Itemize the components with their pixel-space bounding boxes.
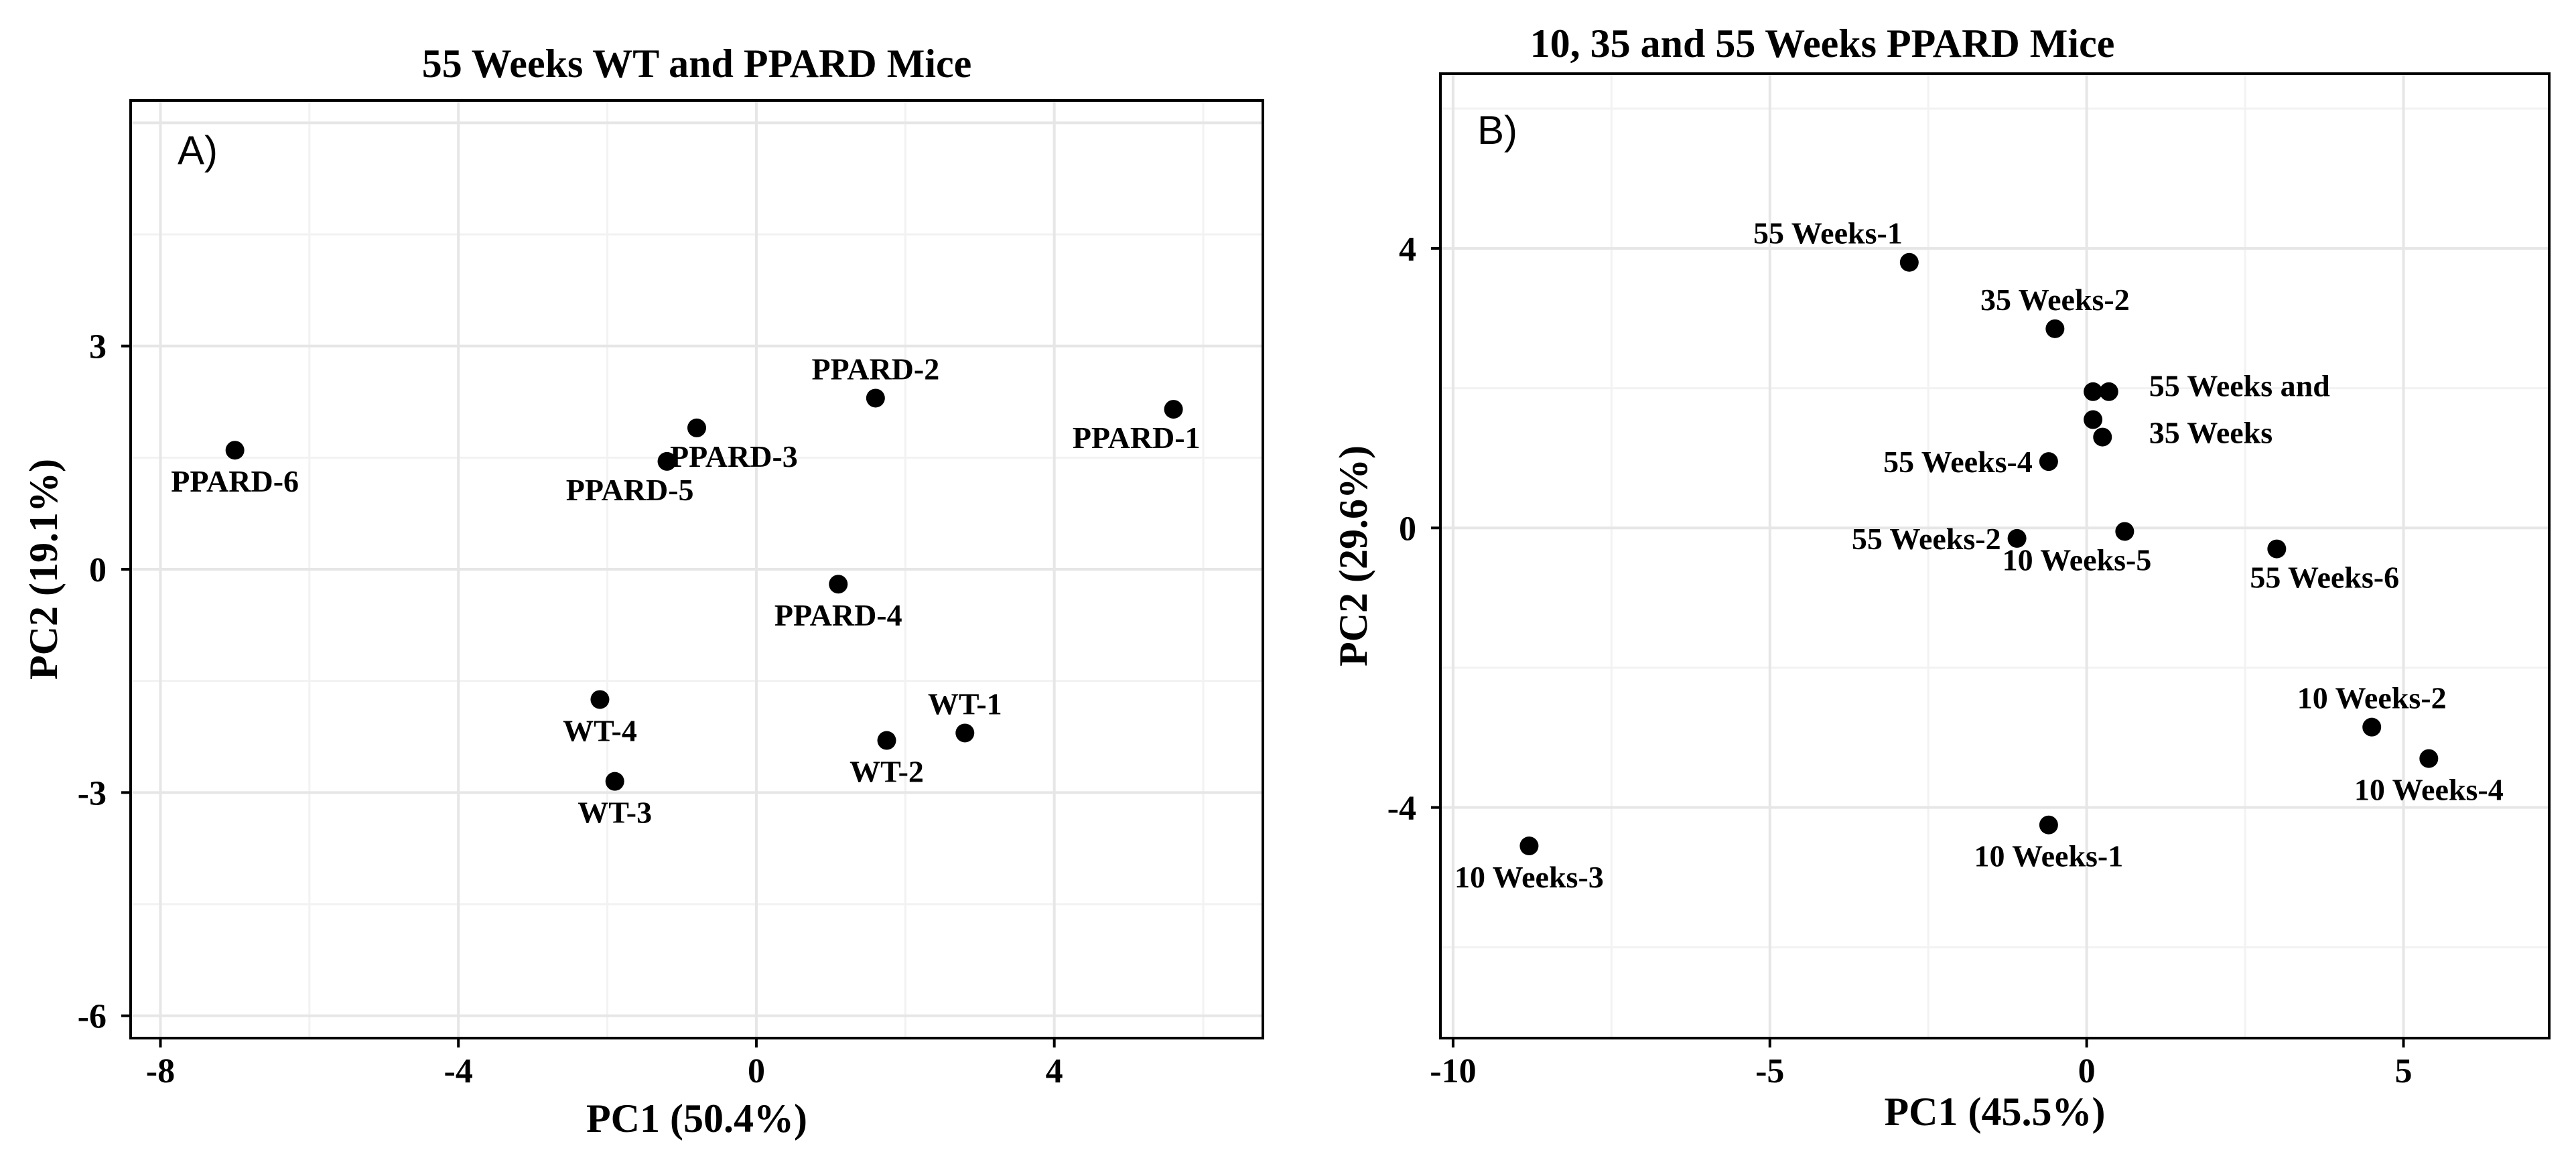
plot-background	[1440, 74, 2549, 1038]
point-label: 10 Weeks-2	[2297, 681, 2447, 715]
point-label: WT-3	[578, 796, 652, 830]
data-point	[1519, 837, 1539, 856]
y-tick-label: -4	[1387, 790, 1416, 828]
x-tick-label: -10	[1430, 1052, 1476, 1090]
point-label: 55 Weeks-2	[1852, 522, 2001, 556]
data-point	[2362, 717, 2382, 737]
point-label: 55 Weeks-1	[1753, 216, 1903, 250]
y-tick-label: 0	[1399, 510, 1416, 548]
point-label: WT-2	[850, 755, 924, 789]
plot-frame	[1439, 72, 2551, 1039]
panel-b: -10 -5 0 5 -4 0 4 10, 35 and 55 Weeks PPARD Mic…	[1331, 21, 2551, 1134]
data-point	[829, 575, 848, 594]
y-axis-title: PC2 (29.6%)	[1331, 445, 1375, 666]
point-label: 10 Weeks-5	[2003, 542, 2152, 577]
data-point	[2084, 410, 2103, 429]
y-tick-label: -6	[78, 998, 107, 1036]
data-point	[1899, 252, 1919, 272]
data-point	[2115, 522, 2134, 541]
data-point	[2007, 528, 2027, 548]
point-label: WT-1	[928, 686, 1002, 721]
point-label: 10 Weeks-1	[1974, 839, 2123, 873]
data-point	[2093, 427, 2112, 447]
data-point	[2084, 382, 2103, 401]
point-label: PPARD-4	[774, 598, 902, 632]
data-point	[877, 731, 896, 750]
data-point	[2039, 815, 2058, 835]
point-label: 10 Weeks-4	[2354, 773, 2504, 807]
data-point	[687, 418, 706, 437]
x-tick-label: 0	[748, 1052, 765, 1090]
data-point	[2039, 452, 2058, 472]
y-tick-label: 4	[1399, 230, 1416, 269]
x-tick-label: -5	[1755, 1052, 1784, 1090]
panel-tag: A)	[178, 128, 218, 173]
panel-tag: B)	[1477, 108, 1517, 153]
point-label: 55 Weeks-6	[2250, 561, 2399, 595]
y-tick-label: 0	[89, 551, 107, 589]
group-label-line: 35 Weeks	[2149, 415, 2273, 449]
data-point	[225, 441, 245, 460]
data-point	[1164, 400, 1183, 419]
y-tick-label: -3	[78, 774, 107, 812]
x-tick-label: -4	[444, 1052, 473, 1090]
x-tick-label: 0	[2078, 1052, 2096, 1090]
data-point	[2419, 749, 2439, 768]
data-point	[590, 690, 610, 709]
point-label: 10 Weeks-3	[1454, 860, 1604, 894]
point-label: PPARD-2	[811, 352, 939, 386]
data-point	[2045, 319, 2065, 338]
group-label-line: 55 Weeks and	[2149, 368, 2331, 403]
x-tick-label: -8	[146, 1052, 175, 1090]
data-point	[605, 772, 624, 791]
y-axis-title: PC2 (19.1%)	[21, 459, 66, 680]
chart-title: 55 Weeks WT and PPARD Mice	[422, 42, 972, 86]
point-label: PPARD-3	[670, 439, 798, 474]
x-axis-title: PC1 (50.4%)	[586, 1096, 807, 1141]
point-label: 55 Weeks-4	[1883, 445, 2033, 479]
data-point	[955, 723, 975, 743]
x-axis-title: PC1 (45.5%)	[1885, 1090, 2106, 1134]
y-tick-label: 3	[89, 328, 107, 366]
data-point	[866, 388, 885, 408]
group-label: 55 Weeks and 35 Weeks	[2149, 368, 2331, 449]
point-label: WT-4	[563, 713, 637, 747]
point-label: PPARD-5	[566, 473, 694, 507]
point-label: 35 Weeks-2	[1980, 283, 2130, 317]
x-tick-label: 5	[2394, 1052, 2412, 1090]
chart-title: 10, 35 and 55 Weeks PPARD Mice	[1530, 21, 2115, 66]
data-point	[657, 451, 677, 471]
point-label: PPARD-6	[171, 464, 299, 498]
data-point	[2267, 539, 2287, 559]
data-point	[2099, 382, 2118, 401]
point-label: PPARD-1	[1073, 421, 1201, 455]
x-tick-label: 4	[1046, 1052, 1063, 1090]
panel-a: -8 -4 0 4 -6 -3 0 3 55 Weeks WT and PPARD Mice PC…	[21, 42, 1264, 1141]
